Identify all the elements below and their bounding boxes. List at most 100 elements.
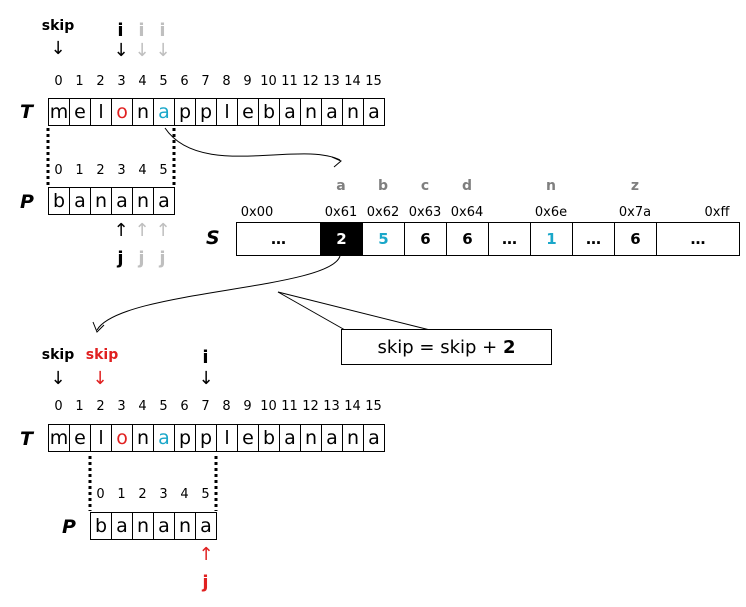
table-letter: n: [546, 178, 556, 194]
hex-label: 0x00: [240, 205, 274, 220]
text-cell: l: [90, 98, 112, 126]
table-cell: 6: [404, 222, 447, 256]
text-cell: p: [195, 98, 217, 126]
index-label: 12: [302, 399, 319, 414]
formula-text: skip = skip +: [377, 336, 503, 358]
index-label: 7: [201, 74, 210, 89]
i-down-arrow-faded-icon: ↓: [134, 40, 150, 61]
index-label: 2: [96, 74, 105, 89]
table-cell: 6: [614, 222, 657, 256]
i-marker-label-faded: i: [138, 20, 145, 41]
index-label: 6: [180, 399, 189, 414]
text-cell: a: [279, 424, 301, 452]
text-T-label: T: [20, 101, 33, 123]
text-cell: m: [48, 98, 70, 126]
hex-label: 0xff: [704, 205, 730, 220]
j-marker-label: j: [117, 248, 124, 269]
index-label: 11: [281, 399, 298, 414]
index-label: 5: [159, 399, 168, 414]
i-marker-label-faded: i: [159, 20, 166, 41]
old-skip-marker-label: skip: [41, 347, 75, 363]
index-label: 0: [96, 487, 105, 502]
hex-label: 0x64: [450, 205, 484, 220]
index-label: 6: [180, 74, 189, 89]
text-cell: a: [363, 98, 385, 126]
text-cell: e: [237, 98, 259, 126]
text-cell: l: [216, 424, 238, 452]
table-cell-selected: 2: [320, 222, 363, 256]
index-label: 13: [323, 399, 340, 414]
skip-table-S-label: S: [206, 227, 220, 249]
text-cell: l: [90, 424, 112, 452]
text-cell: m: [48, 424, 70, 452]
index-label: 1: [75, 74, 84, 89]
index-label: 2: [96, 399, 105, 414]
index-label: 5: [159, 74, 168, 89]
text-cell: a: [363, 424, 385, 452]
index-label: 13: [323, 74, 340, 89]
pattern-cell: a: [111, 187, 133, 215]
text-cell: e: [69, 98, 91, 126]
table-cell: 6: [446, 222, 489, 256]
index-label: 0: [54, 74, 63, 89]
j-up-arrow-faded-icon: ↑: [155, 220, 171, 241]
text-cell: n: [342, 98, 364, 126]
j-marker-label-faded: j: [138, 248, 145, 269]
text-cell: b: [258, 98, 280, 126]
table-letter: a: [336, 178, 346, 194]
index-label: 15: [365, 399, 382, 414]
hex-label: 0x62: [366, 205, 400, 220]
table-cell: …: [488, 222, 531, 256]
text-cell: a: [321, 98, 343, 126]
skip-formula-box: skip = skip + 2: [341, 329, 552, 365]
pattern-cell: b: [90, 512, 112, 540]
pattern-cell: b: [48, 187, 70, 215]
index-label: 3: [117, 399, 126, 414]
pattern-cell: n: [174, 512, 196, 540]
pattern-P-label: P: [20, 191, 34, 213]
text-cell: n: [132, 424, 154, 452]
text-T-label: T: [20, 428, 33, 450]
formula-value: 2: [502, 336, 516, 358]
pattern-cell: a: [111, 512, 133, 540]
text-cell: a: [279, 98, 301, 126]
skip-down-arrow-icon: ↓: [50, 38, 66, 59]
index-label: 7: [201, 399, 210, 414]
index-label: 4: [180, 487, 189, 502]
text-cell-highlight-cyan: a: [153, 424, 175, 452]
text-cell: n: [300, 98, 322, 126]
index-label: 9: [243, 74, 252, 89]
text-cell: a: [321, 424, 343, 452]
index-label: 1: [117, 487, 126, 502]
pattern-cell: a: [153, 187, 175, 215]
text-cell: p: [174, 98, 196, 126]
index-label: 10: [260, 74, 277, 89]
hex-label: 0x6e: [534, 205, 568, 220]
i-down-arrow-icon: ↓: [198, 368, 214, 389]
index-label: 14: [344, 399, 361, 414]
index-label: 8: [222, 399, 231, 414]
hex-label: 0x7a: [618, 205, 652, 220]
j-up-arrow-faded-icon: ↑: [134, 220, 150, 241]
table-cell: …: [236, 222, 321, 256]
index-label: 3: [117, 74, 126, 89]
text-cell: e: [69, 424, 91, 452]
old-skip-down-arrow-icon: ↓: [50, 368, 66, 389]
index-label: 10: [260, 399, 277, 414]
index-label: 2: [138, 487, 147, 502]
new-skip-marker-label: skip: [85, 347, 119, 363]
index-label: 15: [365, 74, 382, 89]
text-cell-highlight-red: o: [111, 98, 133, 126]
text-cell: p: [174, 424, 196, 452]
index-label: 12: [302, 74, 319, 89]
i-down-arrow-icon: ↓: [113, 40, 129, 61]
index-label: 0: [54, 399, 63, 414]
text-cell-highlight-cyan: a: [153, 98, 175, 126]
j-up-arrow-icon: ↑: [113, 220, 129, 241]
text-cell: p: [195, 424, 217, 452]
index-label: 4: [138, 74, 147, 89]
pattern-cell: a: [153, 512, 175, 540]
pattern-cell: n: [132, 187, 154, 215]
index-label: 5: [159, 163, 168, 178]
pattern-cell: a: [69, 187, 91, 215]
